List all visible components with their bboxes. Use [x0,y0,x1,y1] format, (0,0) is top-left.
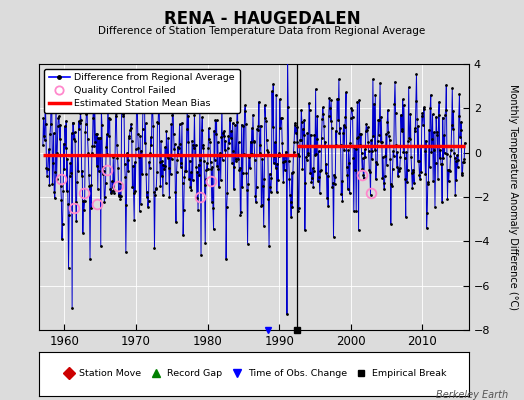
Legend: Difference from Regional Average, Quality Control Failed, Estimated Station Mean: Difference from Regional Average, Qualit… [44,69,239,113]
Legend: Station Move, Record Gap, Time of Obs. Change, Empirical Break: Station Move, Record Gap, Time of Obs. C… [59,367,450,381]
Text: Difference of Station Temperature Data from Regional Average: Difference of Station Temperature Data f… [99,26,425,36]
Text: RENA - HAUGEDALEN: RENA - HAUGEDALEN [163,10,361,28]
Y-axis label: Monthly Temperature Anomaly Difference (°C): Monthly Temperature Anomaly Difference (… [508,84,518,310]
Text: Berkeley Earth: Berkeley Earth [436,390,508,400]
